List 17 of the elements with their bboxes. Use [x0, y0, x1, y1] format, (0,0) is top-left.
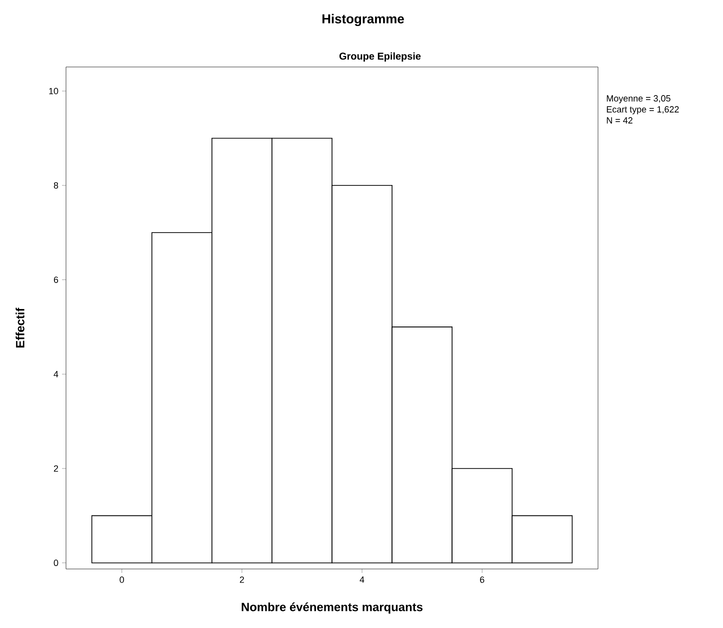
- y-tick-label: 6: [54, 276, 58, 283]
- chart-subtitle: Groupe Epilepsie: [339, 52, 421, 62]
- y-tick-label: 10: [49, 88, 58, 94]
- text: Moyenne = 3,05: [606, 95, 670, 104]
- x-tick-label: 0: [120, 576, 124, 583]
- x-tick-label: 4: [360, 576, 364, 583]
- text: Ecart type = 1,622: [606, 106, 679, 114]
- y-tick-label: 2: [54, 465, 58, 472]
- y-tick-label: 0: [54, 560, 58, 566]
- y-axis-title: Effectif: [16, 308, 24, 348]
- y-tick-label: 4: [54, 371, 58, 378]
- text: N = 42: [606, 117, 632, 124]
- y-tick-label: 8: [54, 182, 58, 189]
- x-tick-label: 6: [480, 576, 484, 583]
- x-tick-label: 2: [240, 576, 244, 583]
- chart-title: Histogramme: [322, 14, 404, 26]
- x-axis-title: Nombre événements marquants: [242, 602, 423, 614]
